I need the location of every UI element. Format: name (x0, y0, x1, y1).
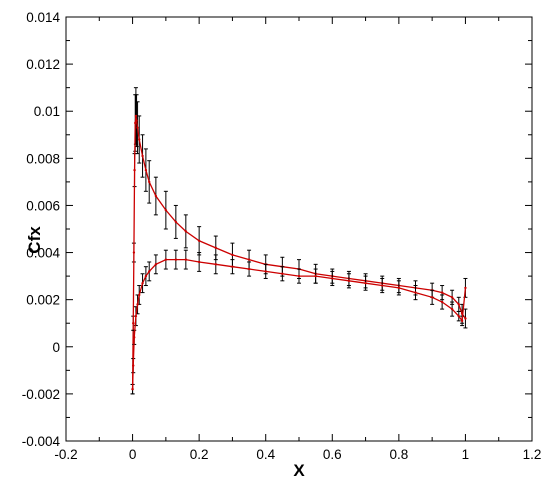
data-point (133, 168, 136, 172)
plot-area (65, 16, 533, 442)
data-point (440, 291, 444, 294)
y-tick-label: 0.002 (26, 293, 60, 308)
data-point (138, 138, 141, 141)
data-point (381, 284, 384, 287)
data-point (154, 194, 158, 198)
x-tick-label: 1.2 (523, 447, 542, 462)
data-point (247, 258, 251, 261)
data-point (154, 263, 158, 266)
data-point (141, 154, 144, 158)
data-point (464, 317, 467, 320)
data-point (457, 314, 460, 318)
data-point (331, 277, 334, 280)
x-tick-label: 0 (129, 447, 137, 462)
data-point (214, 263, 217, 266)
x-axis-title: X (293, 461, 305, 480)
data-point (135, 119, 138, 122)
data-point (148, 270, 151, 273)
data-point (133, 336, 136, 339)
data-point (440, 300, 444, 304)
x-tick-label: 0.4 (256, 447, 275, 462)
data-point (164, 258, 168, 261)
data-point (414, 291, 417, 294)
x-axis: -0.2 0 0.2 0.4 0.6 0.8 1 1.2 (54, 17, 541, 462)
x-tick-label: 0.6 (323, 447, 342, 462)
data-point (184, 258, 188, 261)
y-tick-label: 0.004 (26, 246, 60, 261)
data-point (184, 230, 188, 233)
data-point (197, 260, 201, 264)
data-point (141, 281, 144, 285)
series-line (131, 115, 466, 390)
data-point (174, 220, 178, 224)
data-point (281, 272, 284, 275)
series-layer (130, 87, 468, 395)
y-tick-label: 0 (52, 340, 60, 355)
series-2 (130, 249, 468, 395)
data-point (132, 364, 135, 367)
x-tick-label: 0.2 (190, 447, 209, 462)
data-point (132, 251, 136, 254)
x-tick-label: 0.8 (389, 447, 408, 462)
data-point (231, 253, 234, 257)
data-point (214, 246, 217, 250)
y-axis: -0.004 -0.002 0 0.002 0.004 0.006 0.008 0.01 0.0… (22, 10, 532, 449)
data-point (132, 322, 135, 325)
data-point (144, 274, 148, 278)
data-point (347, 279, 351, 283)
data-point (460, 319, 464, 323)
data-point (314, 274, 317, 278)
data-point (264, 270, 267, 273)
data-point (174, 258, 178, 261)
data-point (197, 239, 201, 242)
data-point (148, 180, 151, 184)
data-point (136, 303, 139, 306)
series-1 (130, 87, 468, 395)
plot-frame (65, 16, 533, 442)
data-point (134, 114, 138, 118)
data-point (450, 307, 454, 311)
data-point (131, 387, 134, 391)
data-point (164, 208, 168, 212)
y-tick-label: 0.006 (26, 198, 60, 213)
y-axis-title: Cfx (25, 226, 44, 254)
y-tick-label: -0.002 (22, 387, 60, 402)
x-tick-label: -0.2 (54, 447, 77, 462)
y-tick-label: 0.012 (26, 57, 60, 72)
data-point (364, 281, 367, 285)
data-point (464, 286, 467, 290)
data-point (144, 168, 148, 172)
data-point (247, 267, 251, 271)
y-tick-label: 0.014 (26, 10, 60, 25)
data-point (297, 274, 301, 278)
data-point (134, 314, 138, 318)
data-point (136, 126, 139, 129)
y-tick-label: 0.008 (26, 151, 60, 166)
data-point (231, 265, 234, 268)
data-point (430, 296, 434, 299)
y-tick-label: 0.01 (34, 104, 60, 119)
data-point (457, 303, 460, 306)
data-point (397, 286, 401, 290)
data-point (450, 296, 454, 299)
y-tick-label: -0.004 (22, 434, 61, 449)
data-point (134, 121, 137, 125)
data-point (138, 293, 141, 297)
x-tick-label: 1 (462, 447, 470, 462)
